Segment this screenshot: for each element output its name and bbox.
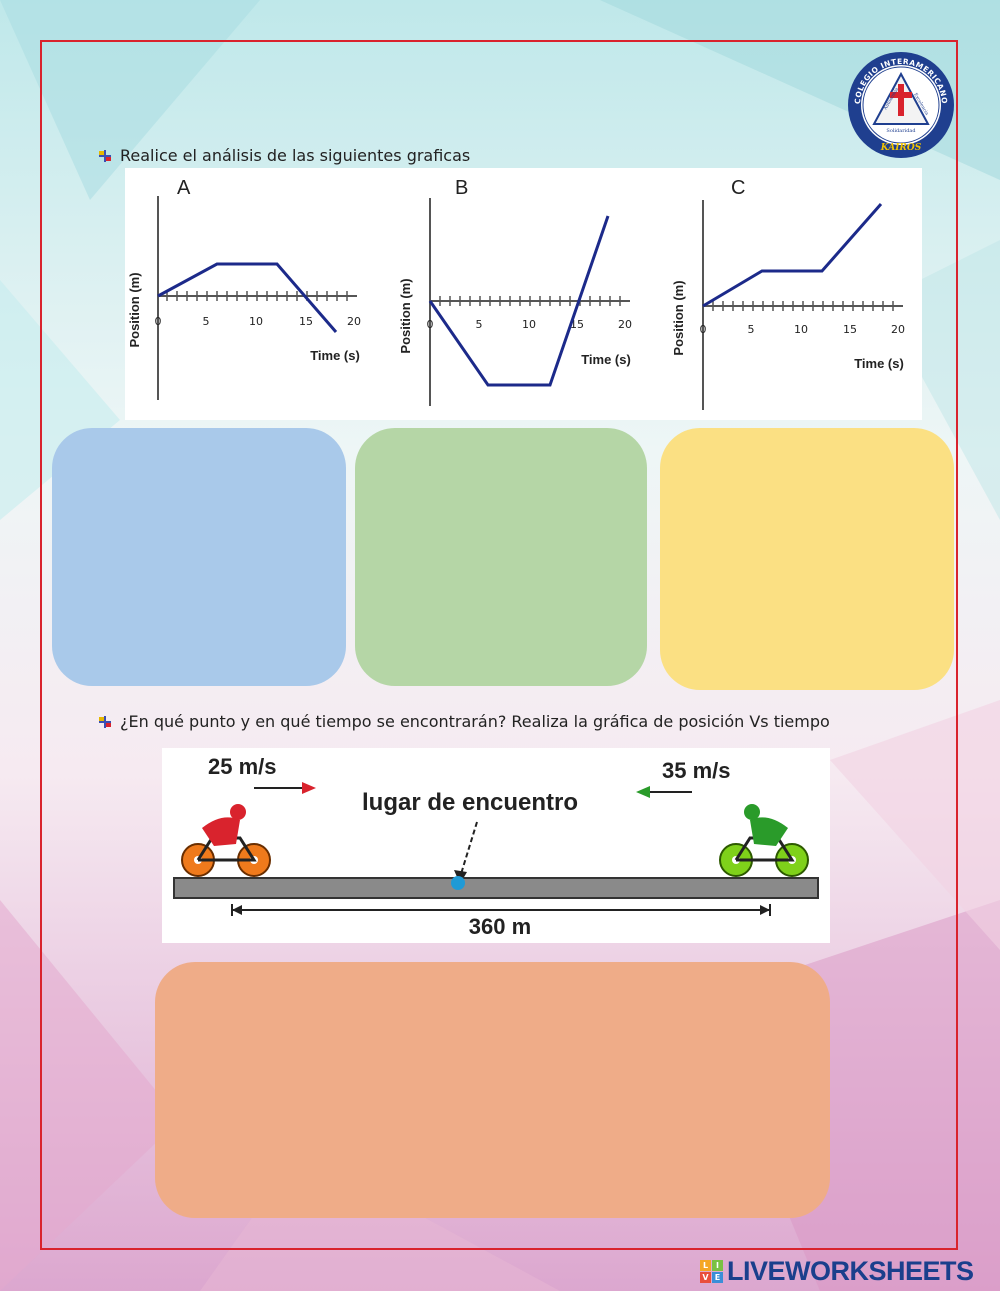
answer-box-graph-c[interactable]: [660, 428, 954, 690]
right-arrow-icon: [254, 782, 316, 794]
badge-letter: E: [712, 1271, 723, 1283]
graph-b-tick-20: 20: [618, 318, 632, 331]
bullet-icon: [99, 150, 111, 162]
meeting-pointer-arrow: [454, 821, 478, 884]
graph-a-tick-0: 0: [155, 315, 162, 328]
graph-c-tick-15: 15: [843, 323, 857, 336]
graph-c-tick-0: 0: [700, 323, 707, 336]
graph-b-line: [428, 215, 610, 387]
graph-a-tick-10: 10: [249, 315, 263, 328]
question-1-text: Realice el análisis de las siguientes gr…: [120, 146, 471, 165]
logo-motto-bottom: Solidaridad: [886, 128, 916, 134]
graph-a-ylabel: Position (m): [127, 272, 142, 347]
cyclists-svg: 25 m/s 35 m/s lugar de encuentro: [173, 754, 819, 939]
graph-a: A 0 5 10 15 20 Time (s) Position (m): [127, 177, 361, 400]
answer-box-graph-a[interactable]: [52, 428, 346, 686]
left-arrow-icon: [636, 786, 692, 798]
green-cyclist-icon: [719, 804, 809, 877]
cyclists-figure: 25 m/s 35 m/s lugar de encuentro: [162, 748, 830, 943]
question-2: ¿En qué punto y en qué tiempo se encontr…: [98, 712, 830, 731]
bullet-icon: [99, 716, 111, 728]
graph-b-tick-15: 15: [570, 318, 584, 331]
graph-c: C 0 5 10 15 20 Time (s) Position (m): [671, 177, 905, 410]
road: [173, 877, 819, 899]
meeting-point-marker: [451, 876, 465, 890]
logo-bottom-text: KAIROS: [880, 143, 922, 153]
motion-graphs-figure: A 0 5 10 15 20 Time (s) Position (m) B: [125, 168, 922, 420]
graph-b-tick-10: 10: [522, 318, 536, 331]
school-logo: COLEGIO INTERAMERICANO Autonomía Excelen…: [848, 52, 954, 158]
meeting-point-label: lugar de encuentro: [362, 789, 578, 816]
question-2-text: ¿En qué punto y en qué tiempo se encontr…: [120, 712, 830, 731]
worksheet-frame: [40, 40, 958, 1250]
graph-a-tick-15: 15: [299, 315, 313, 328]
red-cyclist-icon: [181, 804, 271, 877]
graph-c-xlabel: Time (s): [854, 356, 904, 371]
graph-b: B 0 5 10 15 20 Time (s) Position (m): [398, 177, 632, 406]
graph-a-xlabel: Time (s): [310, 348, 360, 363]
graph-c-line: [702, 203, 883, 308]
distance-label: 360 m: [469, 914, 531, 939]
motion-graphs-svg: A 0 5 10 15 20 Time (s) Position (m) B: [127, 177, 905, 410]
badge-letter: L: [700, 1259, 711, 1271]
graph-b-ylabel: Position (m): [398, 278, 413, 353]
answer-box-graph-b[interactable]: [355, 428, 647, 686]
graph-b-tick-5: 5: [476, 318, 483, 331]
graph-a-tick-20: 20: [347, 315, 361, 328]
graph-b-xlabel: Time (s): [581, 352, 631, 367]
graph-b-tick-0: 0: [427, 318, 434, 331]
badge-letter: I: [712, 1259, 723, 1271]
liveworksheets-badge-icon: L I V E: [700, 1259, 723, 1283]
graph-c-tick-5: 5: [748, 323, 755, 336]
badge-letter: V: [700, 1271, 711, 1283]
liveworksheets-wordmark: LIVEWORKSHEETS: [727, 1255, 974, 1286]
distance-dimension-line: [231, 904, 771, 916]
graph-c-tick-20: 20: [891, 323, 905, 336]
left-speed-label: 25 m/s: [208, 754, 277, 779]
right-speed-label: 35 m/s: [662, 758, 731, 783]
liveworksheets-logo: L I V E LIVEWORKSHEETS: [700, 1256, 974, 1286]
graph-a-letter: A: [177, 177, 191, 199]
graph-a-tick-5: 5: [203, 315, 210, 328]
graph-c-tick-10: 10: [794, 323, 808, 336]
question-1: Realice el análisis de las siguientes gr…: [98, 146, 470, 165]
graph-b-letter: B: [455, 177, 468, 199]
graph-a-line: [157, 262, 338, 333]
graph-c-letter: C: [731, 177, 745, 199]
graph-c-ylabel: Position (m): [671, 280, 686, 355]
answer-box-graph-plot[interactable]: [155, 962, 830, 1218]
